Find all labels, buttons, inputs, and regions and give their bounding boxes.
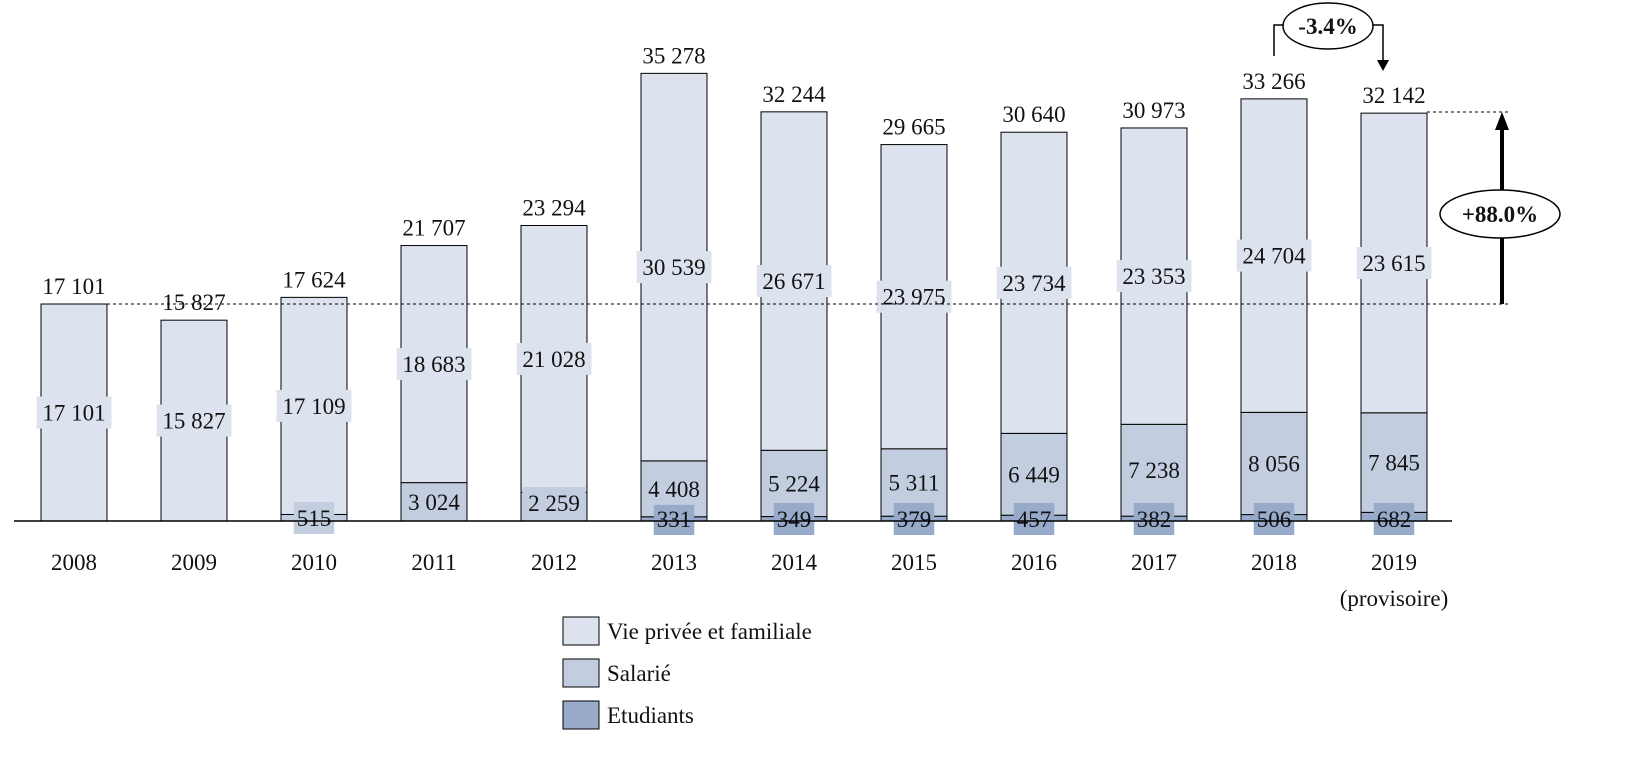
data-label-salarie-bg — [293, 502, 335, 534]
growth-arrow-head — [1495, 112, 1509, 130]
legend-swatch — [562, 658, 600, 688]
data-label-vie-privee-bg — [1356, 246, 1432, 279]
data-label-salarie-bg — [1242, 447, 1306, 480]
data-label-vie-privee-bg — [876, 280, 952, 313]
data-label-salarie-bg — [1122, 454, 1186, 487]
change-arrow-head — [1377, 60, 1389, 71]
data-label-salarie: 5 311 — [889, 470, 940, 495]
total-label: 32 244 — [762, 82, 826, 107]
data-label-salarie-bg — [762, 467, 826, 500]
total-label: 33 266 — [1242, 69, 1305, 94]
x-tick-label: 2013 — [651, 550, 697, 575]
data-label-etudiants-bg — [1373, 503, 1415, 535]
data-label-etudiants-bg — [1253, 503, 1295, 535]
x-tick-label: 2010 — [291, 550, 337, 575]
data-label-vie-privee: 23 975 — [882, 285, 945, 310]
data-label-salarie: 2 259 — [528, 491, 580, 516]
data-label-etudiants: 382 — [1137, 507, 1172, 532]
data-label-vie-privee-bg — [276, 389, 352, 422]
growth-label: +88.0% — [1462, 202, 1538, 227]
total-label: 35 278 — [642, 43, 705, 68]
data-label-vie-privee: 30 539 — [642, 255, 705, 280]
x-tick-label: 2011 — [411, 550, 456, 575]
data-label-salarie: 515 — [297, 506, 332, 531]
data-label-salarie-bg — [522, 487, 586, 519]
data-label-etudiants: 457 — [1017, 507, 1052, 532]
data-label-salarie-bg — [1362, 446, 1426, 479]
data-label-etudiants: 682 — [1377, 507, 1412, 532]
total-label: 17 101 — [42, 274, 105, 299]
data-label-etudiants: 331 — [657, 507, 692, 532]
data-label-vie-privee-bg — [1116, 260, 1192, 293]
data-label-salarie: 7 238 — [1128, 458, 1180, 483]
x-tick-label: 2016 — [1011, 550, 1057, 575]
data-label-salarie: 8 056 — [1248, 451, 1300, 476]
data-label-etudiants-bg — [1133, 503, 1175, 535]
data-label-salarie-bg — [642, 472, 706, 505]
data-label-salarie: 4 408 — [648, 477, 700, 502]
total-label: 15 827 — [162, 290, 225, 315]
data-label-salarie: 5 224 — [768, 471, 820, 496]
legend: Vie privée et familiale Salarié Etudiants — [562, 616, 812, 730]
data-label-etudiants-bg — [1013, 503, 1055, 535]
data-label-vie-privee: 23 734 — [1002, 271, 1066, 296]
x-tick-sublabel: (provisoire) — [1340, 586, 1449, 611]
data-label-vie-privee: 15 827 — [162, 409, 225, 434]
legend-label: Etudiants — [607, 703, 694, 728]
data-label-etudiants-bg — [653, 503, 695, 535]
data-label-vie-privee-bg — [516, 342, 592, 375]
data-label-salarie-bg — [882, 466, 946, 499]
data-label-vie-privee: 24 704 — [1242, 244, 1306, 269]
change-label: -3.4% — [1298, 14, 1357, 39]
total-label: 30 973 — [1122, 98, 1185, 123]
data-label-vie-privee-bg — [1236, 239, 1312, 272]
data-label-etudiants-bg — [893, 503, 935, 535]
x-tick-label: 2018 — [1251, 550, 1297, 575]
x-tick-label: 2008 — [51, 550, 97, 575]
data-label-etudiants-bg — [773, 503, 815, 535]
data-label-vie-privee-bg — [636, 251, 712, 284]
data-label-salarie: 6 449 — [1008, 462, 1060, 487]
data-label-salarie: 3 024 — [408, 490, 460, 515]
data-label-salarie-bg — [402, 485, 466, 518]
data-label-vie-privee: 18 683 — [402, 352, 465, 377]
data-label-etudiants: 506 — [1257, 507, 1292, 532]
total-label: 21 707 — [402, 216, 465, 241]
data-label-vie-privee-bg — [756, 265, 832, 298]
data-label-salarie: 7 845 — [1368, 451, 1420, 476]
x-tick-label: 2009 — [171, 550, 217, 575]
data-label-vie-privee-bg — [996, 266, 1072, 299]
x-tick-label: 2015 — [891, 550, 937, 575]
legend-swatch — [562, 700, 600, 730]
data-label-vie-privee: 26 671 — [762, 269, 825, 294]
data-label-vie-privee-bg — [156, 404, 232, 437]
change-bubble — [1282, 2, 1374, 50]
legend-label: Salarié — [607, 661, 671, 686]
data-label-salarie-bg — [1002, 458, 1066, 491]
x-tick-label: 2012 — [531, 550, 577, 575]
total-label: 29 665 — [882, 115, 945, 140]
total-label: 32 142 — [1362, 83, 1425, 108]
growth-bubble — [1439, 189, 1561, 239]
legend-label: Vie privée et familiale — [607, 619, 812, 644]
x-tick-label: 2017 — [1131, 550, 1177, 575]
x-tick-label: 2019 — [1371, 550, 1417, 575]
legend-swatch — [562, 616, 600, 646]
data-label-vie-privee: 23 353 — [1122, 264, 1185, 289]
data-label-vie-privee: 17 109 — [282, 394, 345, 419]
total-label: 23 294 — [522, 195, 586, 220]
change-bracket-right — [1373, 24, 1384, 62]
change-bracket — [1273, 24, 1283, 56]
data-label-vie-privee-bg — [36, 396, 112, 429]
data-label-vie-privee: 21 028 — [522, 347, 585, 372]
data-label-vie-privee: 17 101 — [42, 401, 105, 426]
data-label-etudiants: 349 — [777, 507, 812, 532]
x-tick-label: 2014 — [771, 550, 818, 575]
data-label-vie-privee-bg — [396, 348, 472, 381]
data-label-vie-privee: 23 615 — [1362, 251, 1425, 276]
data-label-etudiants: 379 — [897, 507, 932, 532]
total-label: 17 624 — [282, 267, 346, 292]
total-label: 30 640 — [1002, 102, 1065, 127]
